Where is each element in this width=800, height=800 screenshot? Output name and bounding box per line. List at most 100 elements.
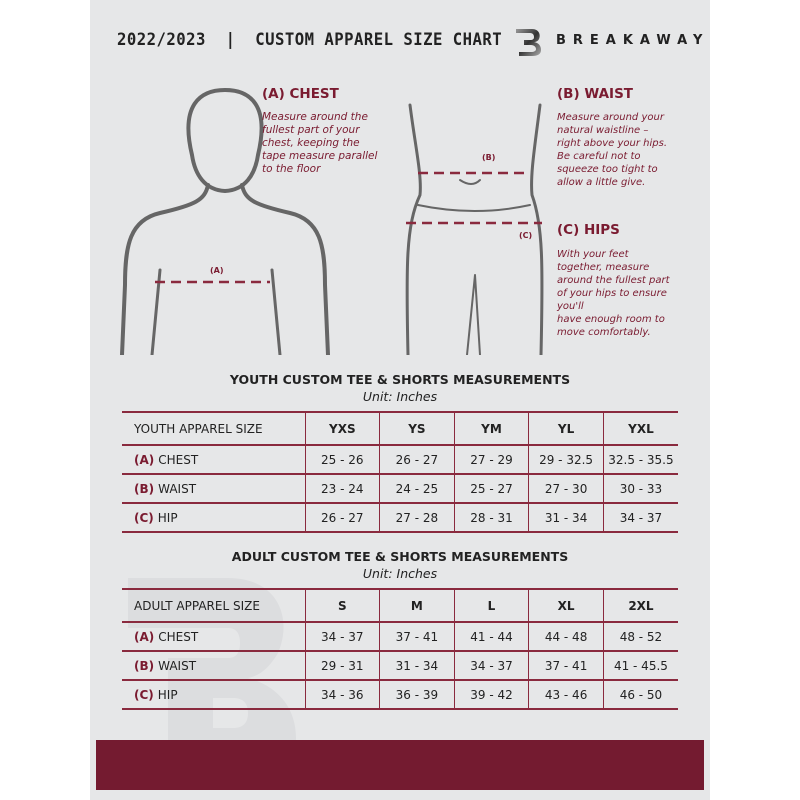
table-cell: 34 - 37 [453,651,529,680]
table-cell: 36 - 39 [379,680,455,709]
header-row: YOUTH APPAREL SIZE YXS YS YM YL YXL [122,412,678,445]
row-label-text: HIP [157,510,178,525]
waist-description: Measure around your natural waistline – ri… [557,111,667,189]
table-cell: 46 - 50 [602,680,678,709]
row-label: (B) WAIST [122,474,305,503]
chest-marker: (A) [210,266,224,275]
row-label-text: HIP [157,687,178,702]
text-line: squeeze too tight to [557,164,658,175]
table-cell: 43 - 46 [528,680,604,709]
table-cell: 37 - 41 [379,622,455,651]
row-label: (A) CHEST [122,622,305,651]
table-cell: 29 - 32.5 [528,445,604,474]
chest-heading: (A) CHEST [262,86,339,102]
table-row: (C) HIP 34 - 36 36 - 39 39 - 42 43 - 46 46 - 5… [122,680,678,709]
text-line: Measure around your [557,112,664,123]
text-line: move comfortably. [557,327,651,338]
column-header: ADULT APPAREL SIZE [134,598,260,613]
column-header: YXL [602,412,678,445]
brand-name: BREAKAWAY [556,33,710,48]
row-label-text: CHEST [158,452,199,467]
table-cell: 26 - 27 [304,503,380,532]
footer-band [96,740,704,790]
column-header: S [304,589,380,622]
table-cell: 26 - 27 [379,445,455,474]
row-label: (A) CHEST [122,445,305,474]
text-line: chest, keeping the [262,137,360,149]
table-row: (B) WAIST 29 - 31 31 - 34 34 - 37 37 - 41 41 -… [122,651,678,680]
column-header: XL [528,589,604,622]
column-header: YM [453,412,529,445]
hips-description: With your feet together, measure around th… [557,248,670,339]
table-cell: 34 - 37 [304,622,380,651]
row-letter: (B) [134,481,155,496]
table-cell: 34 - 36 [304,680,380,709]
hips-heading: (C) HIPS [557,222,620,238]
table-cell: 24 - 25 [379,474,455,503]
table-cell: 37 - 41 [528,651,604,680]
table-cell: 31 - 34 [528,503,604,532]
adult-unit: Unit: Inches [362,566,438,581]
page-title: 2022/2023 | CUSTOM APPAREL SIZE CHART [117,30,503,50]
row-label-text: WAIST [158,658,197,673]
table-cell: 27 - 28 [379,503,455,532]
table-cell: 41 - 45.5 [602,651,678,680]
column-header: YS [379,412,455,445]
text-line: to the floor [262,163,321,175]
row-letter: (B) [134,658,155,673]
column-header: L [453,589,529,622]
text-line: of your hips to ensure [557,288,667,299]
adult-section-title: ADULT CUSTOM TEE & SHORTS MEASUREMENTS [231,549,569,564]
table-cell: 31 - 34 [379,651,455,680]
column-header: YXS [304,412,380,445]
text-line: With your feet [557,249,629,260]
column-header: M [379,589,455,622]
text-line: you'll [557,301,584,312]
table-cell: 27 - 30 [528,474,604,503]
text-line: Be careful not to [557,151,641,162]
row-letter: (C) [134,687,154,702]
text-line: Measure around the [262,111,368,123]
table-cell: 41 - 44 [453,622,529,651]
header-row: ADULT APPAREL SIZE S M L XL 2XL [122,589,678,622]
youth-section-title: YOUTH CUSTOM TEE & SHORTS MEASUREMENTS [229,372,571,387]
row-label-text: CHEST [158,629,199,644]
text-line: tape measure parallel [262,150,378,162]
table-cell: 25 - 26 [304,445,380,474]
row-letter: (A) [134,629,155,644]
text-line: allow a little give. [557,177,646,188]
text-line: right above your hips. [557,138,668,149]
waist-marker: (B) [482,153,496,162]
table-cell: 32.5 - 35.5 [602,445,678,474]
text-line: natural waistline – [557,125,649,136]
breakaway-logo-icon [516,29,541,56]
table-cell: 34 - 37 [602,503,678,532]
column-header: YL [528,412,604,445]
table-cell: 39 - 42 [453,680,529,709]
column-header: YOUTH APPAREL SIZE [134,421,263,436]
text-line: together, measure [557,262,650,273]
watermark-logo-icon [128,578,296,778]
table-cell: 27 - 29 [453,445,529,474]
chest-description: Measure around the fullest part of your ch… [262,111,377,176]
table-row: (C) HIP 26 - 27 27 - 28 28 - 31 31 - 34 34 - 3… [122,503,678,532]
row-label: (C) HIP [122,503,305,532]
row-label-text: WAIST [158,481,197,496]
table-cell: 30 - 33 [602,474,678,503]
table-cell: 29 - 31 [304,651,380,680]
adult-size-table: ADULT APPAREL SIZE S M L XL 2XL (A) CHEST 34 - 3… [122,588,678,710]
table-row: (A) CHEST 25 - 26 26 - 27 27 - 29 29 - 32.5 32… [122,445,678,474]
row-letter: (A) [134,452,155,467]
text-line: fullest part of your [262,124,360,136]
youth-size-table: YOUTH APPAREL SIZE YXS YS YM YL YXL (A) CHEST 25… [122,411,678,533]
waist-heading: (B) WAIST [557,86,634,102]
table-cell: 48 - 52 [602,622,678,651]
text-line: have enough room to [557,314,665,325]
hips-marker: (C) [519,231,533,240]
table-cell: 23 - 24 [304,474,380,503]
table-cell: 44 - 48 [528,622,604,651]
table-cell: 28 - 31 [453,503,529,532]
row-label: (B) WAIST [122,651,305,680]
youth-unit: Unit: Inches [362,389,438,404]
table-row: (A) CHEST 34 - 37 37 - 41 41 - 44 44 - 48 48 -… [122,622,678,651]
